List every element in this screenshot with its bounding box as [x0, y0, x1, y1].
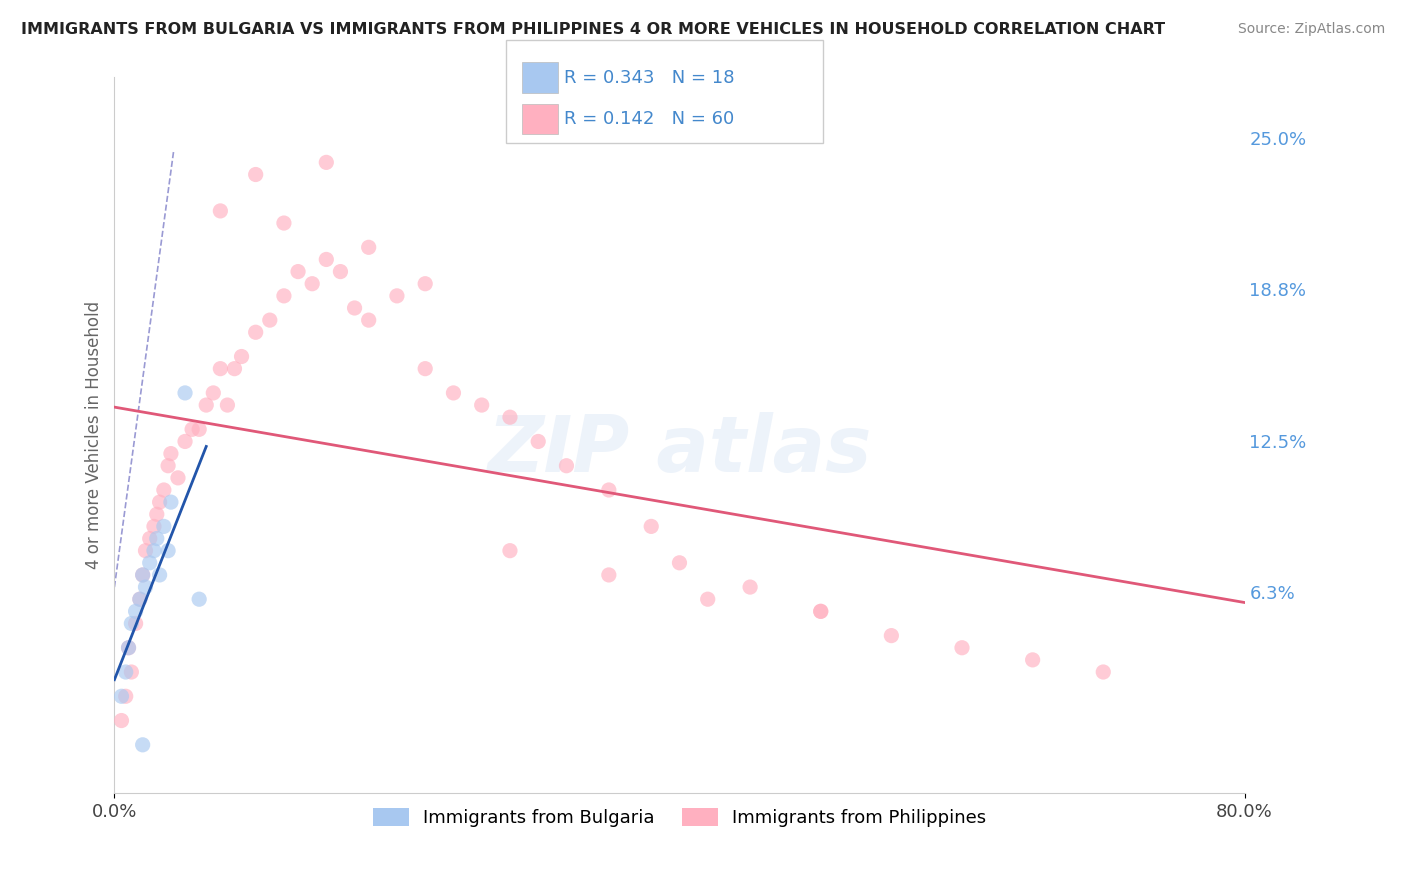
Point: [157, 543, 180, 558]
Point: [343, 301, 366, 315]
Point: [950, 640, 973, 655]
Point: [146, 532, 169, 546]
Point: [273, 216, 295, 230]
Text: ZIP atlas: ZIP atlas: [488, 412, 872, 488]
Point: [315, 252, 337, 267]
Point: [217, 398, 239, 412]
Point: [174, 434, 197, 449]
Point: [696, 592, 718, 607]
Point: [740, 580, 762, 594]
Point: [880, 629, 903, 643]
Point: [143, 543, 166, 558]
Point: [598, 483, 620, 497]
Text: R = 0.343   N = 18: R = 0.343 N = 18: [564, 69, 734, 87]
Point: [167, 471, 190, 485]
Point: [1092, 665, 1115, 679]
Point: [1021, 653, 1043, 667]
Point: [134, 543, 156, 558]
Point: [117, 640, 139, 655]
Point: [598, 568, 620, 582]
Point: [301, 277, 323, 291]
Point: [810, 604, 832, 618]
Point: [131, 738, 153, 752]
Point: [128, 592, 150, 607]
Point: [124, 616, 146, 631]
Point: [149, 568, 172, 582]
Point: [209, 361, 232, 376]
Point: [174, 385, 197, 400]
Text: IMMIGRANTS FROM BULGARIA VS IMMIGRANTS FROM PHILIPPINES 4 OR MORE VEHICLES IN HO: IMMIGRANTS FROM BULGARIA VS IMMIGRANTS F…: [21, 22, 1166, 37]
Y-axis label: 4 or more Vehicles in Household: 4 or more Vehicles in Household: [86, 301, 103, 569]
Point: [810, 604, 832, 618]
Point: [188, 592, 211, 607]
Point: [195, 398, 218, 412]
Point: [527, 434, 550, 449]
Point: [131, 568, 153, 582]
Point: [640, 519, 662, 533]
Point: [385, 289, 408, 303]
Point: [329, 264, 352, 278]
Point: [188, 422, 211, 436]
Point: [120, 616, 142, 631]
Legend: Immigrants from Bulgaria, Immigrants from Philippines: Immigrants from Bulgaria, Immigrants fro…: [366, 801, 994, 834]
Point: [357, 313, 380, 327]
Point: [224, 361, 246, 376]
Point: [153, 519, 176, 533]
Point: [471, 398, 494, 412]
Point: [357, 240, 380, 254]
Point: [181, 422, 204, 436]
Point: [114, 690, 136, 704]
Text: R = 0.142   N = 60: R = 0.142 N = 60: [564, 110, 734, 128]
Point: [131, 568, 153, 582]
Point: [160, 495, 183, 509]
Point: [138, 532, 160, 546]
Point: [149, 495, 172, 509]
Point: [413, 277, 436, 291]
Point: [443, 385, 465, 400]
Point: [114, 665, 136, 679]
Point: [110, 690, 132, 704]
Point: [157, 458, 180, 473]
Point: [668, 556, 690, 570]
Point: [160, 447, 183, 461]
Point: [413, 361, 436, 376]
Point: [499, 543, 522, 558]
Point: [153, 483, 176, 497]
Point: [273, 289, 295, 303]
Point: [245, 168, 267, 182]
Point: [110, 714, 132, 728]
Point: [245, 325, 267, 339]
Text: Source: ZipAtlas.com: Source: ZipAtlas.com: [1237, 22, 1385, 37]
Point: [124, 604, 146, 618]
Point: [117, 640, 139, 655]
Point: [499, 410, 522, 425]
Point: [202, 385, 225, 400]
Point: [555, 458, 578, 473]
Point: [138, 556, 160, 570]
Point: [146, 508, 169, 522]
Point: [209, 203, 232, 218]
Point: [287, 264, 309, 278]
Point: [134, 580, 156, 594]
Point: [120, 665, 142, 679]
Point: [259, 313, 281, 327]
Point: [315, 155, 337, 169]
Point: [128, 592, 150, 607]
Point: [231, 350, 253, 364]
Point: [143, 519, 166, 533]
